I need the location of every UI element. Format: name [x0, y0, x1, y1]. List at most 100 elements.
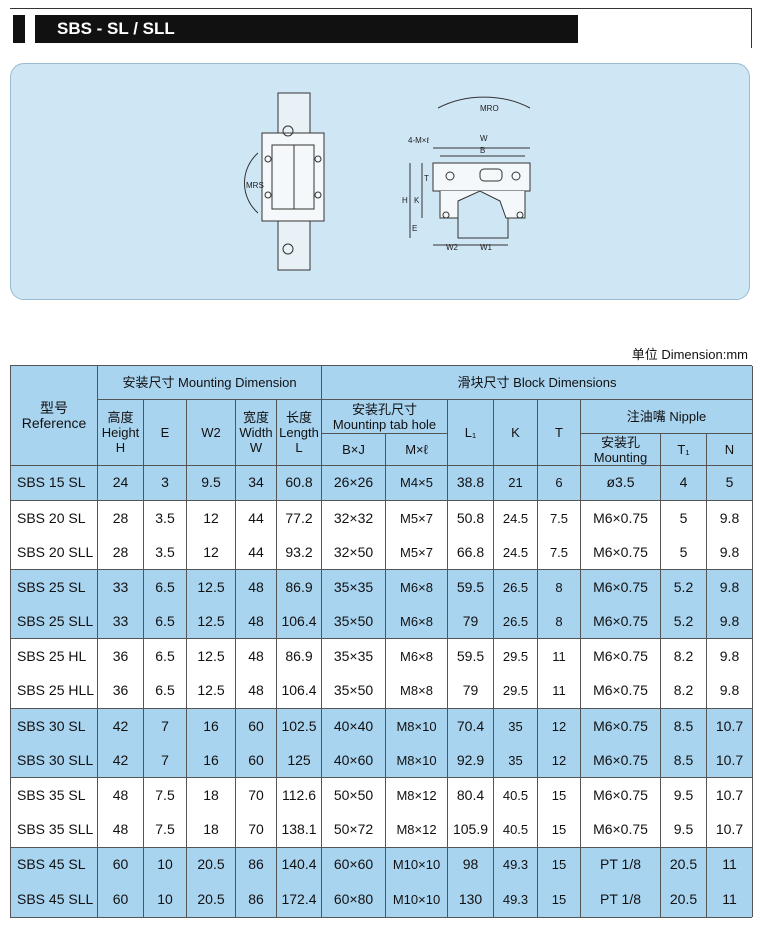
data-cell: 48: [236, 639, 277, 675]
data-cell: 172.4: [277, 882, 322, 917]
cell-text: 86: [248, 891, 264, 908]
data-cell: 9.5: [661, 778, 707, 813]
group-header: 安装孔尺寸 Mountinp tab hole: [322, 400, 448, 434]
cell-text: 92.9: [456, 751, 485, 768]
data-cell: 29.5: [494, 639, 538, 675]
data-cell: 50×72: [322, 812, 386, 848]
diagram-label: MRO: [480, 104, 499, 113]
data-cell: 106.4: [277, 604, 322, 640]
cell-text: 40×60: [333, 751, 374, 768]
cell-text: 6.5: [155, 578, 175, 595]
data-cell: M6×0.75: [581, 500, 661, 536]
column-header: N: [707, 434, 753, 466]
cell-text: 59.5: [456, 648, 485, 665]
cell-text: 105.9: [452, 821, 489, 838]
cell-text: 44: [248, 509, 264, 526]
data-cell: M10×10: [386, 882, 448, 917]
cell-text: 44: [248, 543, 264, 560]
cell-text: M10×10: [392, 892, 441, 908]
data-cell: 35×35: [322, 570, 386, 605]
data-cell: 60: [98, 882, 144, 917]
data-cell: M6×0.75: [581, 708, 661, 744]
cell-text: 8.2: [673, 682, 694, 699]
cell-text: 9.8: [719, 509, 740, 526]
cell-text: M6×0.75: [593, 648, 648, 665]
cell-text: 35: [508, 718, 523, 734]
data-cell: 42: [98, 743, 144, 779]
cell-text: 8.2: [673, 648, 694, 665]
cell-text: 40.5: [502, 822, 529, 838]
data-cell: 5.2: [661, 604, 707, 640]
cell-text: 9.8: [719, 682, 740, 699]
data-cell: 105.9: [448, 812, 494, 848]
cell-text: M8×12: [396, 822, 437, 838]
cell-text: M6×0.75: [593, 578, 648, 595]
cell-text: 20.5: [197, 891, 225, 908]
data-cell: 92.9: [448, 743, 494, 779]
cell-text: 15: [551, 788, 567, 804]
cell-text: 86.9: [285, 578, 313, 595]
cell-text: 32×50: [333, 543, 374, 560]
cell-text: K: [511, 425, 520, 440]
data-cell: 10: [144, 847, 187, 883]
cell-text: 滑块尺寸 Block Dimensions: [457, 375, 617, 390]
data-cell: 3.5: [144, 535, 187, 571]
data-cell: 10.7: [707, 708, 753, 744]
data-cell: 35: [494, 743, 538, 779]
data-cell: 24: [98, 466, 144, 501]
cell-text: 安装孔尺寸: [351, 401, 417, 417]
cell-text: 40.5: [502, 788, 529, 804]
cell-text: M10×10: [392, 857, 441, 873]
column-header: T₁: [661, 434, 707, 466]
cell-text: 10.7: [715, 751, 744, 768]
cell-text: SBS 20 SL: [17, 509, 86, 526]
cell-text: 5: [725, 474, 734, 491]
cell-text: 7.5: [549, 510, 569, 526]
cell-text: 10: [157, 891, 173, 908]
cell-text: 60: [248, 717, 264, 734]
cell-text: 15: [551, 892, 567, 908]
reference-cell: SBS 20 SLL: [11, 535, 98, 571]
cell-text: 35×50: [333, 613, 374, 630]
diagram-label: K: [414, 196, 420, 205]
diagram-label: W1: [480, 243, 493, 252]
data-cell: M6×8: [386, 639, 448, 675]
cell-text: SBS 25 HL: [17, 648, 87, 665]
cell-text: 9.8: [719, 613, 740, 630]
data-cell: 5: [661, 500, 707, 536]
cell-text: 35×35: [333, 648, 374, 665]
data-cell: 16: [187, 708, 236, 744]
cell-text: 33: [112, 613, 129, 630]
cell-text: 安装尺寸 Mounting Dimension: [122, 375, 297, 390]
data-cell: 12.5: [187, 604, 236, 640]
cell-text: L: [295, 440, 303, 455]
data-cell: 32×32: [322, 500, 386, 536]
data-cell: 20.5: [661, 847, 707, 883]
cell-text: 9.5: [201, 474, 221, 491]
data-cell: 11: [538, 639, 581, 675]
cell-text: 48: [112, 787, 129, 804]
cell-text: 29.5: [502, 649, 529, 665]
diagram-label: W2: [446, 243, 459, 252]
data-cell: 24.5: [494, 535, 538, 571]
cell-text: 33: [112, 578, 129, 595]
data-cell: 59.5: [448, 570, 494, 605]
cell-text: 60×60: [333, 856, 374, 873]
data-cell: 50×50: [322, 778, 386, 813]
diagram-label: B: [480, 146, 485, 155]
cell-text: T₁: [677, 442, 690, 457]
data-cell: 66.8: [448, 535, 494, 571]
cell-text: 38.8: [456, 474, 485, 491]
cell-text: M×ℓ: [405, 442, 428, 457]
cell-text: 20.5: [669, 856, 698, 873]
cell-text: 28: [112, 509, 129, 526]
data-cell: 15: [538, 882, 581, 917]
cell-text: 79: [462, 613, 479, 630]
cell-text: 4: [679, 474, 688, 491]
data-cell: 18: [187, 812, 236, 848]
data-cell: 5.2: [661, 570, 707, 605]
data-cell: M6×0.75: [581, 604, 661, 640]
diagram-label: MRS: [246, 181, 264, 190]
cell-text: 49.3: [502, 857, 529, 873]
cell-text: 长度: [285, 410, 312, 425]
